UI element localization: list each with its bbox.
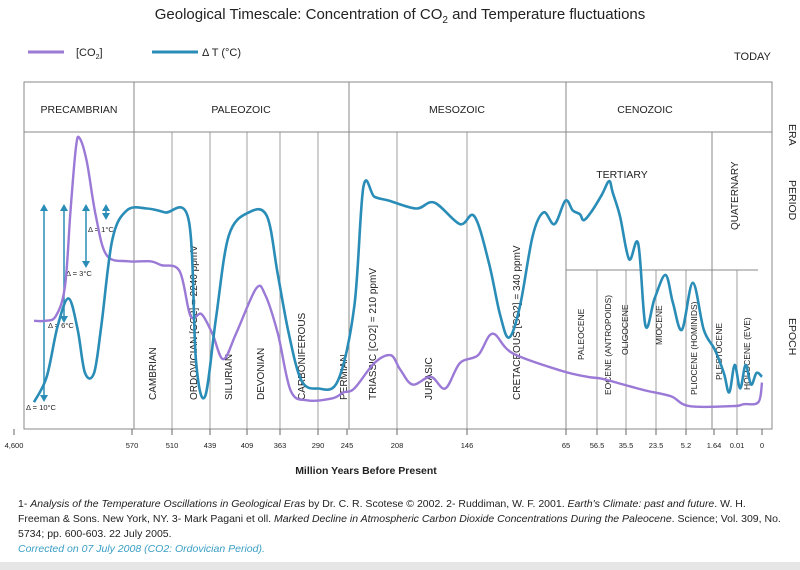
era-axis-label: ERA	[786, 124, 798, 146]
plot-frame	[23, 81, 773, 430]
correction-note: Corrected on 07 July 2008 (CO2: Ordovici…	[18, 543, 265, 555]
scale-arrow-head	[40, 395, 48, 402]
period-label: CARBONIFEROUS	[297, 312, 308, 400]
period-label: DEVONIAN	[256, 348, 267, 400]
period-dividers	[171, 132, 738, 429]
caption: 1- Analysis of the Temperature Oscillati…	[18, 498, 781, 555]
era-label-precambrian: PRECAMBRIAN	[40, 104, 117, 116]
legend-co2-label: [CO2]	[76, 47, 103, 61]
x-tick-label: 56.5	[590, 441, 605, 450]
period-label: SILURIAN	[224, 354, 235, 400]
period-axis-label: PERIOD	[786, 180, 798, 221]
x-tick-label: 510	[166, 441, 179, 450]
scale-arrow-head	[60, 204, 68, 211]
epoch-label: PLESTOCENE	[714, 323, 724, 380]
x-tick-label: 0.01	[730, 441, 745, 450]
period-label: JURASIC	[424, 357, 435, 400]
scale-arrow-head	[82, 204, 90, 211]
x-tick-label: 290	[312, 441, 325, 450]
epoch-label: EOCENE (ANTROPOIDS)	[603, 295, 613, 395]
scale-arrow-head	[60, 316, 68, 323]
epoch-label: MIOCENE	[654, 305, 664, 345]
epoch-label: HOLOCENE (EVE)	[742, 317, 752, 390]
x-tick-label: 570	[126, 441, 139, 450]
today-label: TODAY	[734, 51, 772, 63]
temperature-series-line	[32, 179, 763, 403]
era-label-cenozoic: CENOZOIC	[617, 104, 673, 116]
scale-arrow-head	[102, 213, 110, 220]
x-tick-label: 409	[241, 441, 254, 450]
x-axis-title: Million Years Before Present	[295, 465, 437, 477]
x-tick-label: 363	[274, 441, 287, 450]
period-label: CRETACEOUS [CO2] = 340 ppmV	[512, 245, 523, 400]
era-label-mesozoic: MESOZOIC	[429, 104, 485, 116]
epoch-label: OLIGOCENE	[620, 304, 630, 355]
x-tick-label: 65	[562, 441, 570, 450]
x-tick-label: 1.64	[707, 441, 722, 450]
scale-arrow-head	[40, 204, 48, 211]
scale-label: Δ = 10°C	[26, 403, 56, 412]
x-tick-label: 245	[341, 441, 354, 450]
epoch-label: PLIOCENE (HOMINIDS)	[689, 301, 699, 395]
period-label: PERMIAN	[339, 354, 350, 400]
x-tick-label: 5.2	[681, 441, 691, 450]
x-tick-label: 208	[391, 441, 404, 450]
chart-title: Geological Timescale: Concentration of C…	[154, 6, 646, 26]
period-label: TRIASSIC [CO2] = 210 ppmV	[368, 268, 379, 400]
epoch-label: PALEOCENE	[576, 308, 586, 360]
scale-label: Δ = 1°C	[88, 225, 114, 234]
x-tick-label: 23.5	[649, 441, 664, 450]
co2-series-line	[33, 135, 764, 409]
x-tick-label: 439	[204, 441, 217, 450]
scale-label: Δ = 6°C	[48, 321, 74, 330]
scale-arrow-head	[102, 204, 110, 211]
scale-label: Δ = 3°C	[66, 269, 92, 278]
quaternary-label: QUATERNARY	[730, 161, 741, 230]
legend: [CO2] Δ T (°C)	[28, 47, 241, 61]
period-label: CAMBRIAN	[148, 347, 159, 400]
scale-arrow-head	[82, 261, 90, 268]
tertiary-label: TERTIARY	[596, 169, 648, 181]
epoch-labels: PALEOCENE EOCENE (ANTROPOIDS) OLIGOCENE MIO…	[576, 295, 752, 395]
epoch-axis-label: EPOCH	[786, 318, 798, 355]
temperature-scale: Δ = 1°C Δ = 3°C Δ = 6°C Δ = 10°C	[26, 204, 114, 412]
x-tick-label: 4,600	[5, 441, 24, 450]
era-label-paleozoic: PALEOZOIC	[211, 104, 271, 116]
x-tick-label: 0	[760, 441, 764, 450]
x-tick-label: 146	[461, 441, 474, 450]
x-axis: 4,600 570 510 439 409 363 290 245 208 146 65 56.5 35…	[5, 429, 764, 450]
bottom-bar	[0, 562, 800, 570]
legend-temp-label: Δ T (°C)	[202, 47, 241, 59]
x-tick-label: 35.5	[619, 441, 634, 450]
